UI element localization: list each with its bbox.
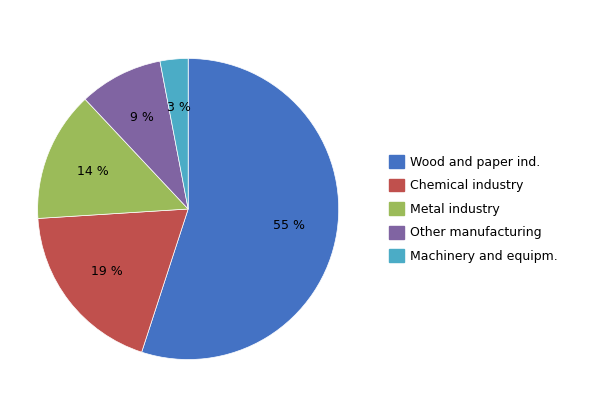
Wedge shape — [85, 61, 188, 209]
Text: 14 %: 14 % — [77, 165, 109, 178]
Text: 9 %: 9 % — [130, 111, 154, 124]
Wedge shape — [38, 99, 188, 219]
Legend: Wood and paper ind., Chemical industry, Metal industry, Other manufacturing, Mac: Wood and paper ind., Chemical industry, … — [382, 149, 564, 269]
Text: 19 %: 19 % — [92, 265, 123, 278]
Text: 3 %: 3 % — [166, 101, 191, 114]
Wedge shape — [160, 59, 188, 209]
Wedge shape — [141, 59, 339, 359]
Text: 55 %: 55 % — [273, 219, 305, 232]
Wedge shape — [38, 209, 188, 352]
